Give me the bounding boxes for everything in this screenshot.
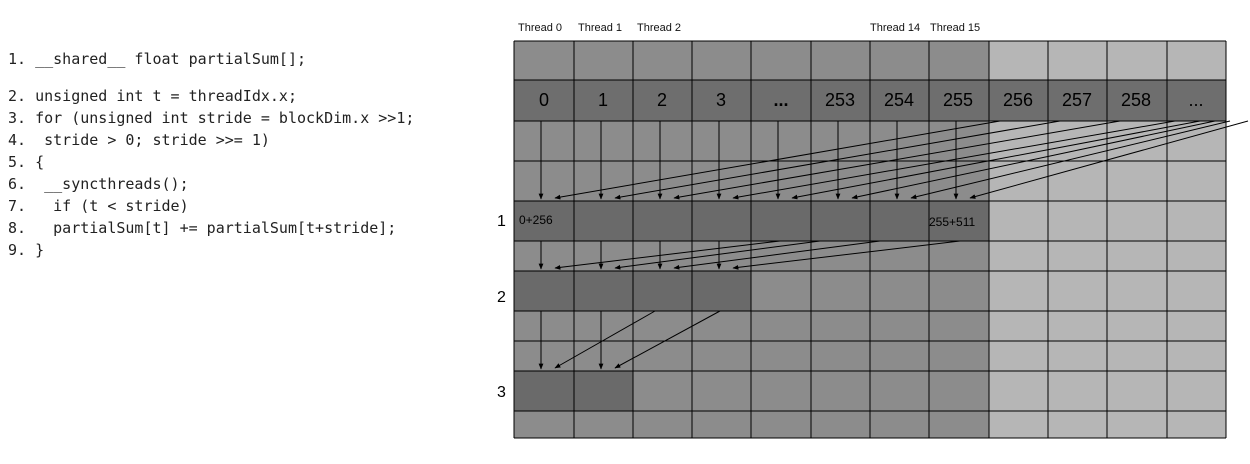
step-label: 3: [497, 384, 506, 401]
step3-diag-arrow: [554, 310, 656, 369]
index-label: ...: [773, 90, 788, 110]
index-label: 3: [716, 90, 726, 110]
step1-diag-arrow: [614, 120, 1061, 200]
code-line: 7. if (t < stride): [8, 197, 189, 215]
step2-diag-arrow: [673, 240, 881, 270]
step-label: 2: [497, 289, 506, 306]
step1-diag-arrow: [791, 120, 1201, 200]
cell-label-first: 0+256: [519, 213, 553, 227]
thread-label: Thread 14: [870, 22, 920, 34]
diagram-labels: Thread 0 Thread 1 Thread 2 Thread 14 Thr…: [497, 22, 1204, 401]
code-line: 8. partialSum[t] += partialSum[t+stride]…: [8, 219, 397, 237]
index-label: 257: [1062, 90, 1092, 110]
step1-diag-arrow: [732, 120, 1176, 200]
index-label: 254: [884, 90, 914, 110]
cell-label-last: 255+511: [929, 215, 975, 229]
code-line: 4. stride > 0; stride >>= 1): [8, 131, 270, 149]
step1-diag-arrow: [910, 120, 1231, 200]
index-label: 255: [943, 90, 973, 110]
step1-diag-arrow: [851, 120, 1216, 200]
code-line: 3. for (unsigned int stride = blockDim.x…: [8, 109, 415, 127]
index-label: 2: [657, 90, 667, 110]
step3-diag-arrow: [614, 310, 721, 369]
code-listing: 1. __shared__ float partialSum[]; 2. unsi…: [8, 48, 414, 261]
index-label: 1: [598, 90, 608, 110]
grid-lines: [513, 40, 1227, 439]
code-line: 5. {: [8, 153, 45, 171]
step1-diag-arrow: [969, 120, 1249, 199]
thread-label: Thread 1: [578, 22, 622, 34]
step1-diag-arrow: [554, 120, 1001, 200]
code-line: 2. unsigned int t = threadIdx.x;: [8, 87, 297, 105]
code-line: 1. __shared__ float partialSum[];: [8, 50, 307, 68]
index-label: 256: [1003, 90, 1033, 110]
index-label: ...: [1188, 90, 1203, 110]
index-label: 0: [539, 90, 549, 110]
step-label: 1: [497, 213, 506, 230]
reduction-arrows: [538, 120, 1249, 370]
step1-diag-arrow: [673, 120, 1121, 200]
code-line: 9. }: [8, 241, 45, 259]
code-line: 6. __syncthreads();: [8, 175, 189, 193]
step2-diag-arrow: [614, 240, 821, 270]
index-label: 253: [825, 90, 855, 110]
index-label: 258: [1121, 90, 1151, 110]
step2-diag-arrow: [554, 240, 781, 270]
thread-label: Thread 2: [637, 22, 681, 34]
thread-label: Thread 15: [930, 22, 980, 34]
thread-label: Thread 0: [518, 22, 562, 34]
step2-diag-arrow: [732, 240, 961, 270]
